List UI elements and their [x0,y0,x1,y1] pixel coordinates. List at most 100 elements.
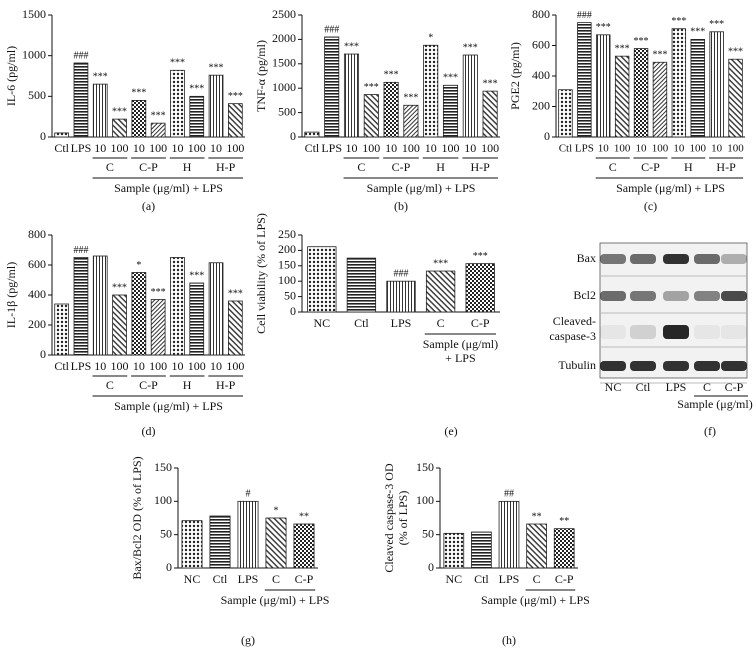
x-tick-label: LPS [575,143,594,155]
x-tick-label: 100 [226,359,244,373]
significance-label: *** [364,82,379,93]
group-title: + LPS [445,351,475,365]
y-axis-label: Cleaved caspase-3 OD [382,463,396,573]
x-tick-label: 10 [94,141,106,155]
x-tick-label: LPS [321,141,342,155]
bar [150,122,166,138]
significance-label: ### [394,268,409,279]
blot-lane-label: LPS [666,380,687,394]
blot-band [630,361,656,371]
significance-label: *** [112,282,127,293]
x-tick-label: 10 [673,143,685,155]
blot-lane-label: C-P [725,380,744,394]
group-label: H-P [216,378,236,392]
x-tick-label: Ctl [305,141,320,155]
group-label: H [684,160,693,174]
blot-band [663,325,689,339]
bar [170,257,185,356]
significance-label: *** [596,22,611,33]
y-tick-label: 250 [278,227,296,241]
panel-label: (h) [502,633,516,647]
x-tick-label: NC [313,316,330,330]
y-tick-label: 150 [278,258,296,272]
bar [54,303,69,356]
group-label: H-P [716,160,736,174]
y-tick-label: 200 [28,317,46,331]
bar [307,246,337,313]
significance-label: *** [93,71,108,82]
group-title: Sample (μg/ml) + LPS [114,399,223,413]
blot-band [600,325,626,339]
significance-label: ** [559,516,569,527]
significance-label: *** [728,47,743,58]
x-tick-label: 100 [188,141,206,155]
bar [150,299,166,356]
significance-label: *** [463,42,478,53]
y-tick-label: 0 [428,560,434,574]
x-tick-label: LPS [71,141,92,155]
panel-label: (g) [241,633,255,647]
significance-label: ** [532,511,542,522]
group-label: C [106,378,114,392]
group-title: Sample (μg/ml) + LPS [367,181,476,195]
y-tick-label: 800 [532,7,550,21]
bar [112,118,127,138]
bar [131,272,147,356]
significance-label: *** [483,78,498,89]
bar [112,294,127,356]
bar [383,81,399,138]
y-tick-label: 0 [40,129,46,143]
bar [346,257,377,313]
y-axis-label: (% of LPS) [396,491,410,546]
significance-label: *** [189,270,204,281]
x-tick-label: 100 [442,141,460,155]
blot-lane-label: NC [605,380,622,394]
group-title: Sample (μg/ml) [423,337,498,351]
y-tick-label: 1000 [22,47,46,61]
significance-label: *** [652,50,667,61]
y-tick-label: 100 [154,493,172,507]
blot-band [600,291,626,301]
blot-band [600,254,626,264]
blot-band [694,291,720,301]
blot-band [694,361,720,371]
significance-label: *** [384,70,399,81]
significance-label: *** [690,27,705,38]
group-label: C-P [641,160,660,174]
bar [237,500,259,569]
x-tick-label: Ctl [559,143,572,155]
group-title: Sample (μg/ml) + LPS [481,593,590,607]
group-label: H-P [216,160,236,174]
x-tick-label: C-P [295,572,314,586]
bar [386,280,416,313]
bar [208,262,224,356]
significance-label: *** [131,88,146,99]
bar [181,520,203,569]
blot-lane-label: C [703,380,711,394]
y-tick-label: 100 [278,273,296,287]
y-tick-label: 0 [40,347,46,361]
bar [92,83,108,138]
y-tick-label: 600 [532,37,550,51]
blot-frame [599,242,748,379]
bar [265,517,287,569]
x-tick-label: 10 [94,359,106,373]
bar [423,44,439,138]
significance-label: *** [151,110,166,121]
bar [208,74,224,138]
y-tick-label: 2000 [272,31,296,45]
y-tick-label: 150 [154,460,172,474]
y-axis-label: IL-1β (pg/ml) [4,262,18,328]
x-tick-label: 10 [133,141,145,155]
group-label: C [609,160,617,174]
x-tick-label: 100 [111,359,129,373]
x-tick-label: 100 [690,143,707,155]
bar [671,28,687,138]
significance-label: *** [433,258,448,269]
significance-label: *** [228,288,243,299]
panel-label: (c) [644,199,657,213]
blot-band [630,291,656,301]
y-axis-label: TNF-α (pg/ml) [254,40,268,112]
x-tick-label: LPS [499,572,520,586]
x-tick-label: 100 [481,141,499,155]
